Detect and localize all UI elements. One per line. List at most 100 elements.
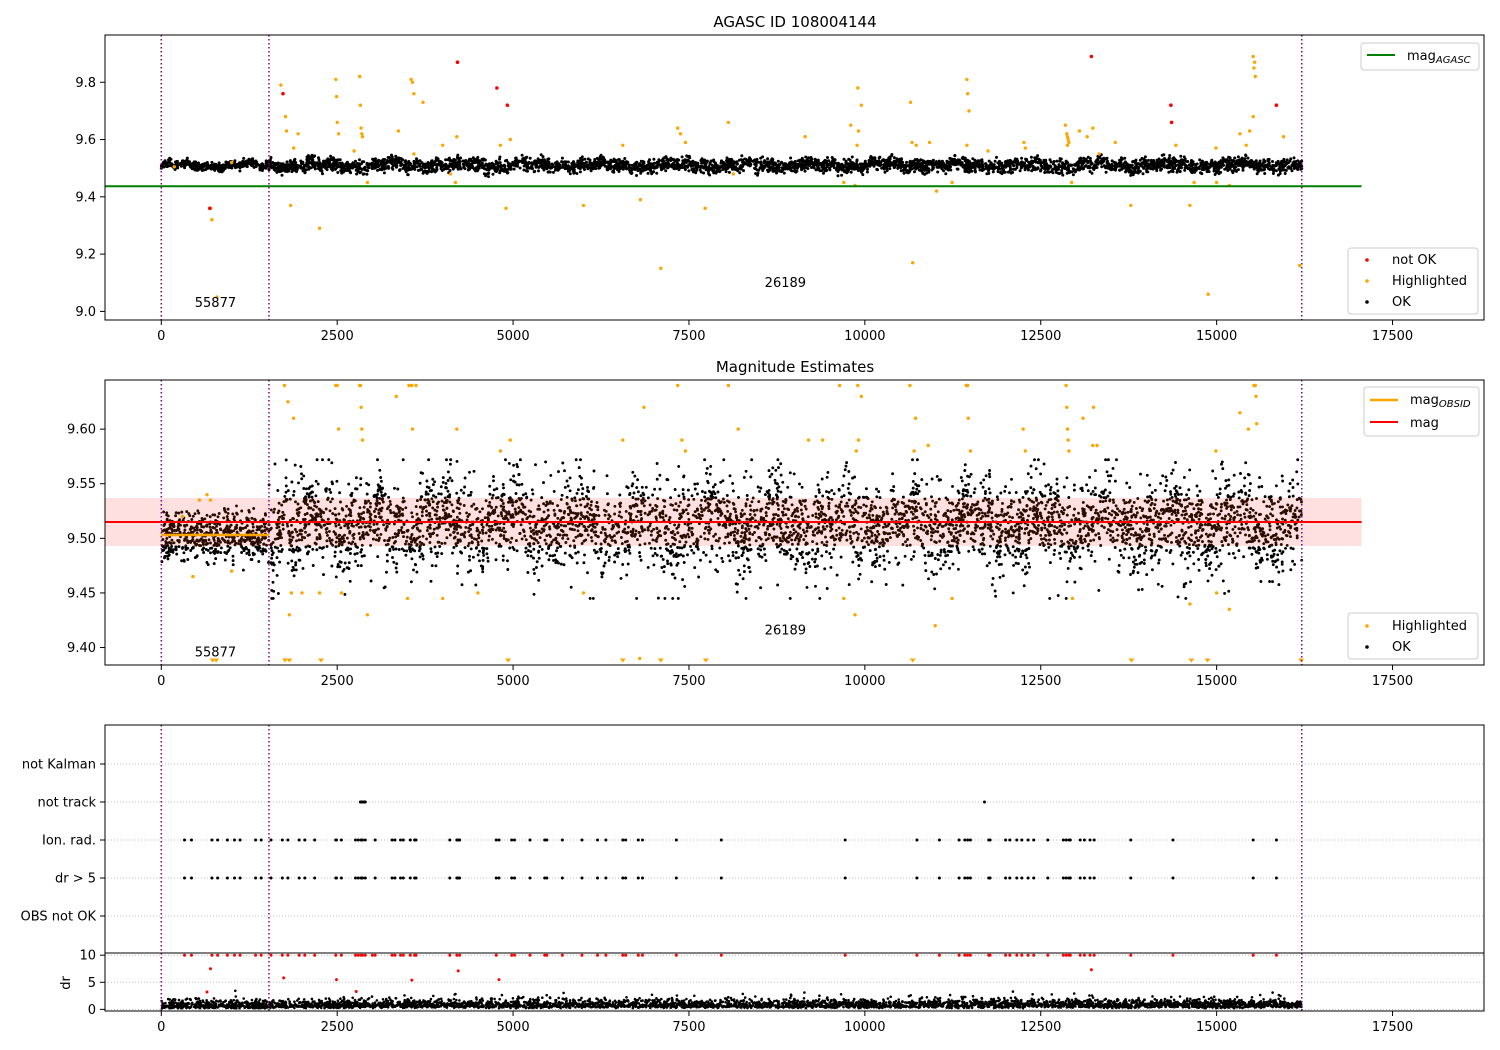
ok-point — [1227, 478, 1231, 482]
ok-point — [1157, 157, 1161, 161]
ok-point — [899, 164, 903, 168]
ok-point — [427, 169, 431, 173]
highlighted-point — [365, 180, 370, 185]
ok-point — [626, 562, 630, 566]
ok-point — [956, 158, 960, 162]
ok-point — [578, 170, 582, 174]
ok-point — [1219, 170, 1223, 174]
ok-point — [882, 164, 886, 168]
ok-point — [827, 159, 831, 163]
ok-point — [944, 172, 948, 176]
ok-point — [767, 169, 771, 172]
ok-point — [451, 167, 455, 171]
ok-point — [316, 164, 320, 168]
highlighted-point — [284, 129, 289, 133]
ok-point — [1087, 165, 1091, 169]
ok-point — [971, 157, 975, 161]
ok-point — [496, 161, 500, 165]
ok-point — [480, 539, 484, 543]
ok-point — [623, 157, 627, 160]
ok-point — [537, 158, 541, 162]
ok-point — [253, 161, 257, 165]
ok-point — [809, 157, 813, 161]
ok-point — [478, 549, 481, 553]
ok-point — [1018, 169, 1022, 173]
ok-point — [388, 159, 392, 163]
ok-point — [1244, 154, 1248, 158]
ok-point — [485, 172, 489, 176]
ok-point — [1027, 541, 1031, 545]
ok-point — [796, 166, 800, 169]
ok-point — [1064, 159, 1068, 163]
ok-point — [610, 539, 614, 542]
not-ok-point — [1169, 103, 1173, 107]
ok-point — [441, 165, 445, 169]
ok-point — [1054, 171, 1058, 174]
ok-point — [452, 159, 456, 163]
ok-point — [891, 506, 895, 510]
ok-point — [731, 481, 735, 485]
ok-point — [849, 162, 853, 166]
ok-point — [1225, 526, 1229, 530]
ok-point — [961, 155, 965, 159]
ok-point — [520, 153, 524, 157]
ok-point — [345, 164, 349, 168]
ok-point — [803, 169, 807, 173]
ok-point — [1126, 164, 1130, 168]
ok-point — [1004, 160, 1008, 163]
ok-point — [525, 155, 529, 159]
ok-point — [407, 167, 411, 171]
ok-point — [1230, 160, 1234, 164]
ok-point — [963, 165, 967, 169]
ok-point — [732, 162, 736, 166]
highlighted-point — [934, 189, 939, 193]
ok-point — [1147, 158, 1150, 162]
ok-point — [418, 481, 422, 485]
ok-point — [314, 494, 318, 498]
highlighted-point — [638, 198, 643, 202]
ok-point — [560, 160, 564, 164]
ok-point — [639, 167, 643, 171]
ok-point — [170, 544, 174, 548]
ok-point — [586, 163, 590, 167]
highlighted-point — [1281, 135, 1286, 139]
highlighted-point — [676, 126, 680, 130]
ok-point — [341, 170, 345, 174]
ok-point — [327, 529, 331, 533]
ok-point — [648, 163, 652, 167]
ok-point — [520, 537, 524, 541]
ok-point — [777, 466, 780, 470]
ok-point — [985, 172, 989, 176]
ok-point — [1118, 509, 1122, 513]
ok-point — [449, 163, 453, 167]
ok-point — [532, 170, 536, 174]
ok-point — [1178, 169, 1182, 173]
ok-point — [672, 158, 676, 162]
ok-point — [302, 167, 306, 171]
ok-point — [729, 165, 733, 169]
ok-point — [1138, 158, 1142, 162]
ok-point — [621, 167, 625, 171]
ok-point — [1105, 531, 1109, 535]
highlighted-point — [911, 261, 915, 265]
ok-point — [1067, 496, 1071, 499]
ok-point — [569, 585, 573, 589]
ok-point — [196, 165, 200, 169]
ok-point — [506, 168, 509, 172]
agasc-legend-mag-agasc-base: mag — [1407, 49, 1436, 64]
ok-point — [534, 164, 538, 168]
ok-point — [1249, 160, 1252, 164]
ok-point — [866, 167, 869, 171]
ok-point — [922, 164, 926, 168]
ok-point — [182, 162, 186, 166]
ok-point — [448, 169, 452, 172]
ok-point — [470, 162, 474, 166]
ok-point — [687, 169, 691, 173]
ok-point — [394, 165, 398, 169]
ok-point — [220, 170, 224, 174]
ok-point — [575, 172, 579, 175]
ok-point — [553, 165, 557, 169]
ok-point — [1048, 596, 1052, 600]
ok-point — [800, 156, 804, 160]
ok-point — [1200, 168, 1204, 171]
